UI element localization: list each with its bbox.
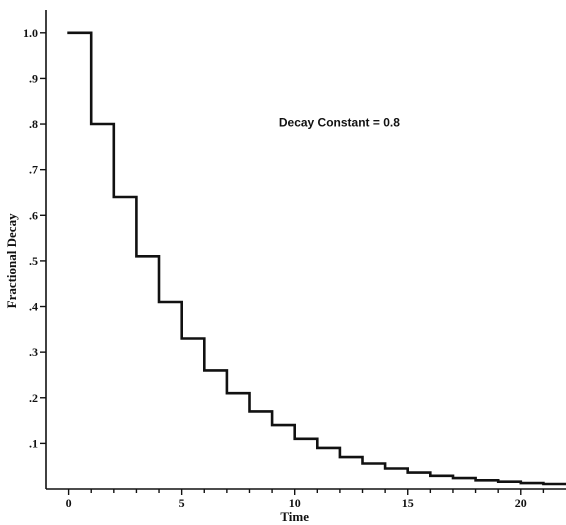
y-tick-label: .6 [29, 208, 38, 222]
x-tick-label: 0 [66, 496, 72, 510]
y-tick-label: 1.0 [23, 26, 38, 40]
x-axis-ticks: 0 5 10 15 20 [66, 489, 545, 510]
y-tick-label: .1 [29, 436, 38, 450]
x-tick-label: 15 [402, 496, 414, 510]
decay-constant-annotation: Decay Constant = 0.8 [279, 115, 400, 129]
y-axis-ticks: .1 .2 .3 .4 .5 .6 .7 .8 .9 1.0 [23, 26, 46, 450]
y-tick-label: .8 [29, 117, 38, 131]
y-tick-label: .3 [29, 345, 38, 359]
y-tick-label: .5 [29, 254, 38, 268]
series-0-step-line [67, 31, 566, 486]
y-axis-title: Fractional Decay [4, 213, 19, 308]
series-layer [67, 31, 566, 486]
y-tick-label: .2 [29, 391, 38, 405]
y-tick-label: .9 [29, 71, 38, 85]
x-tick-label: 10 [289, 496, 301, 510]
x-tick-label: 20 [515, 496, 527, 510]
y-tick-label: .4 [29, 300, 38, 314]
y-tick-label: .7 [29, 163, 38, 177]
x-tick-label: 5 [179, 496, 185, 510]
axes [45, 10, 566, 490]
x-axis-title: Time [280, 509, 309, 524]
